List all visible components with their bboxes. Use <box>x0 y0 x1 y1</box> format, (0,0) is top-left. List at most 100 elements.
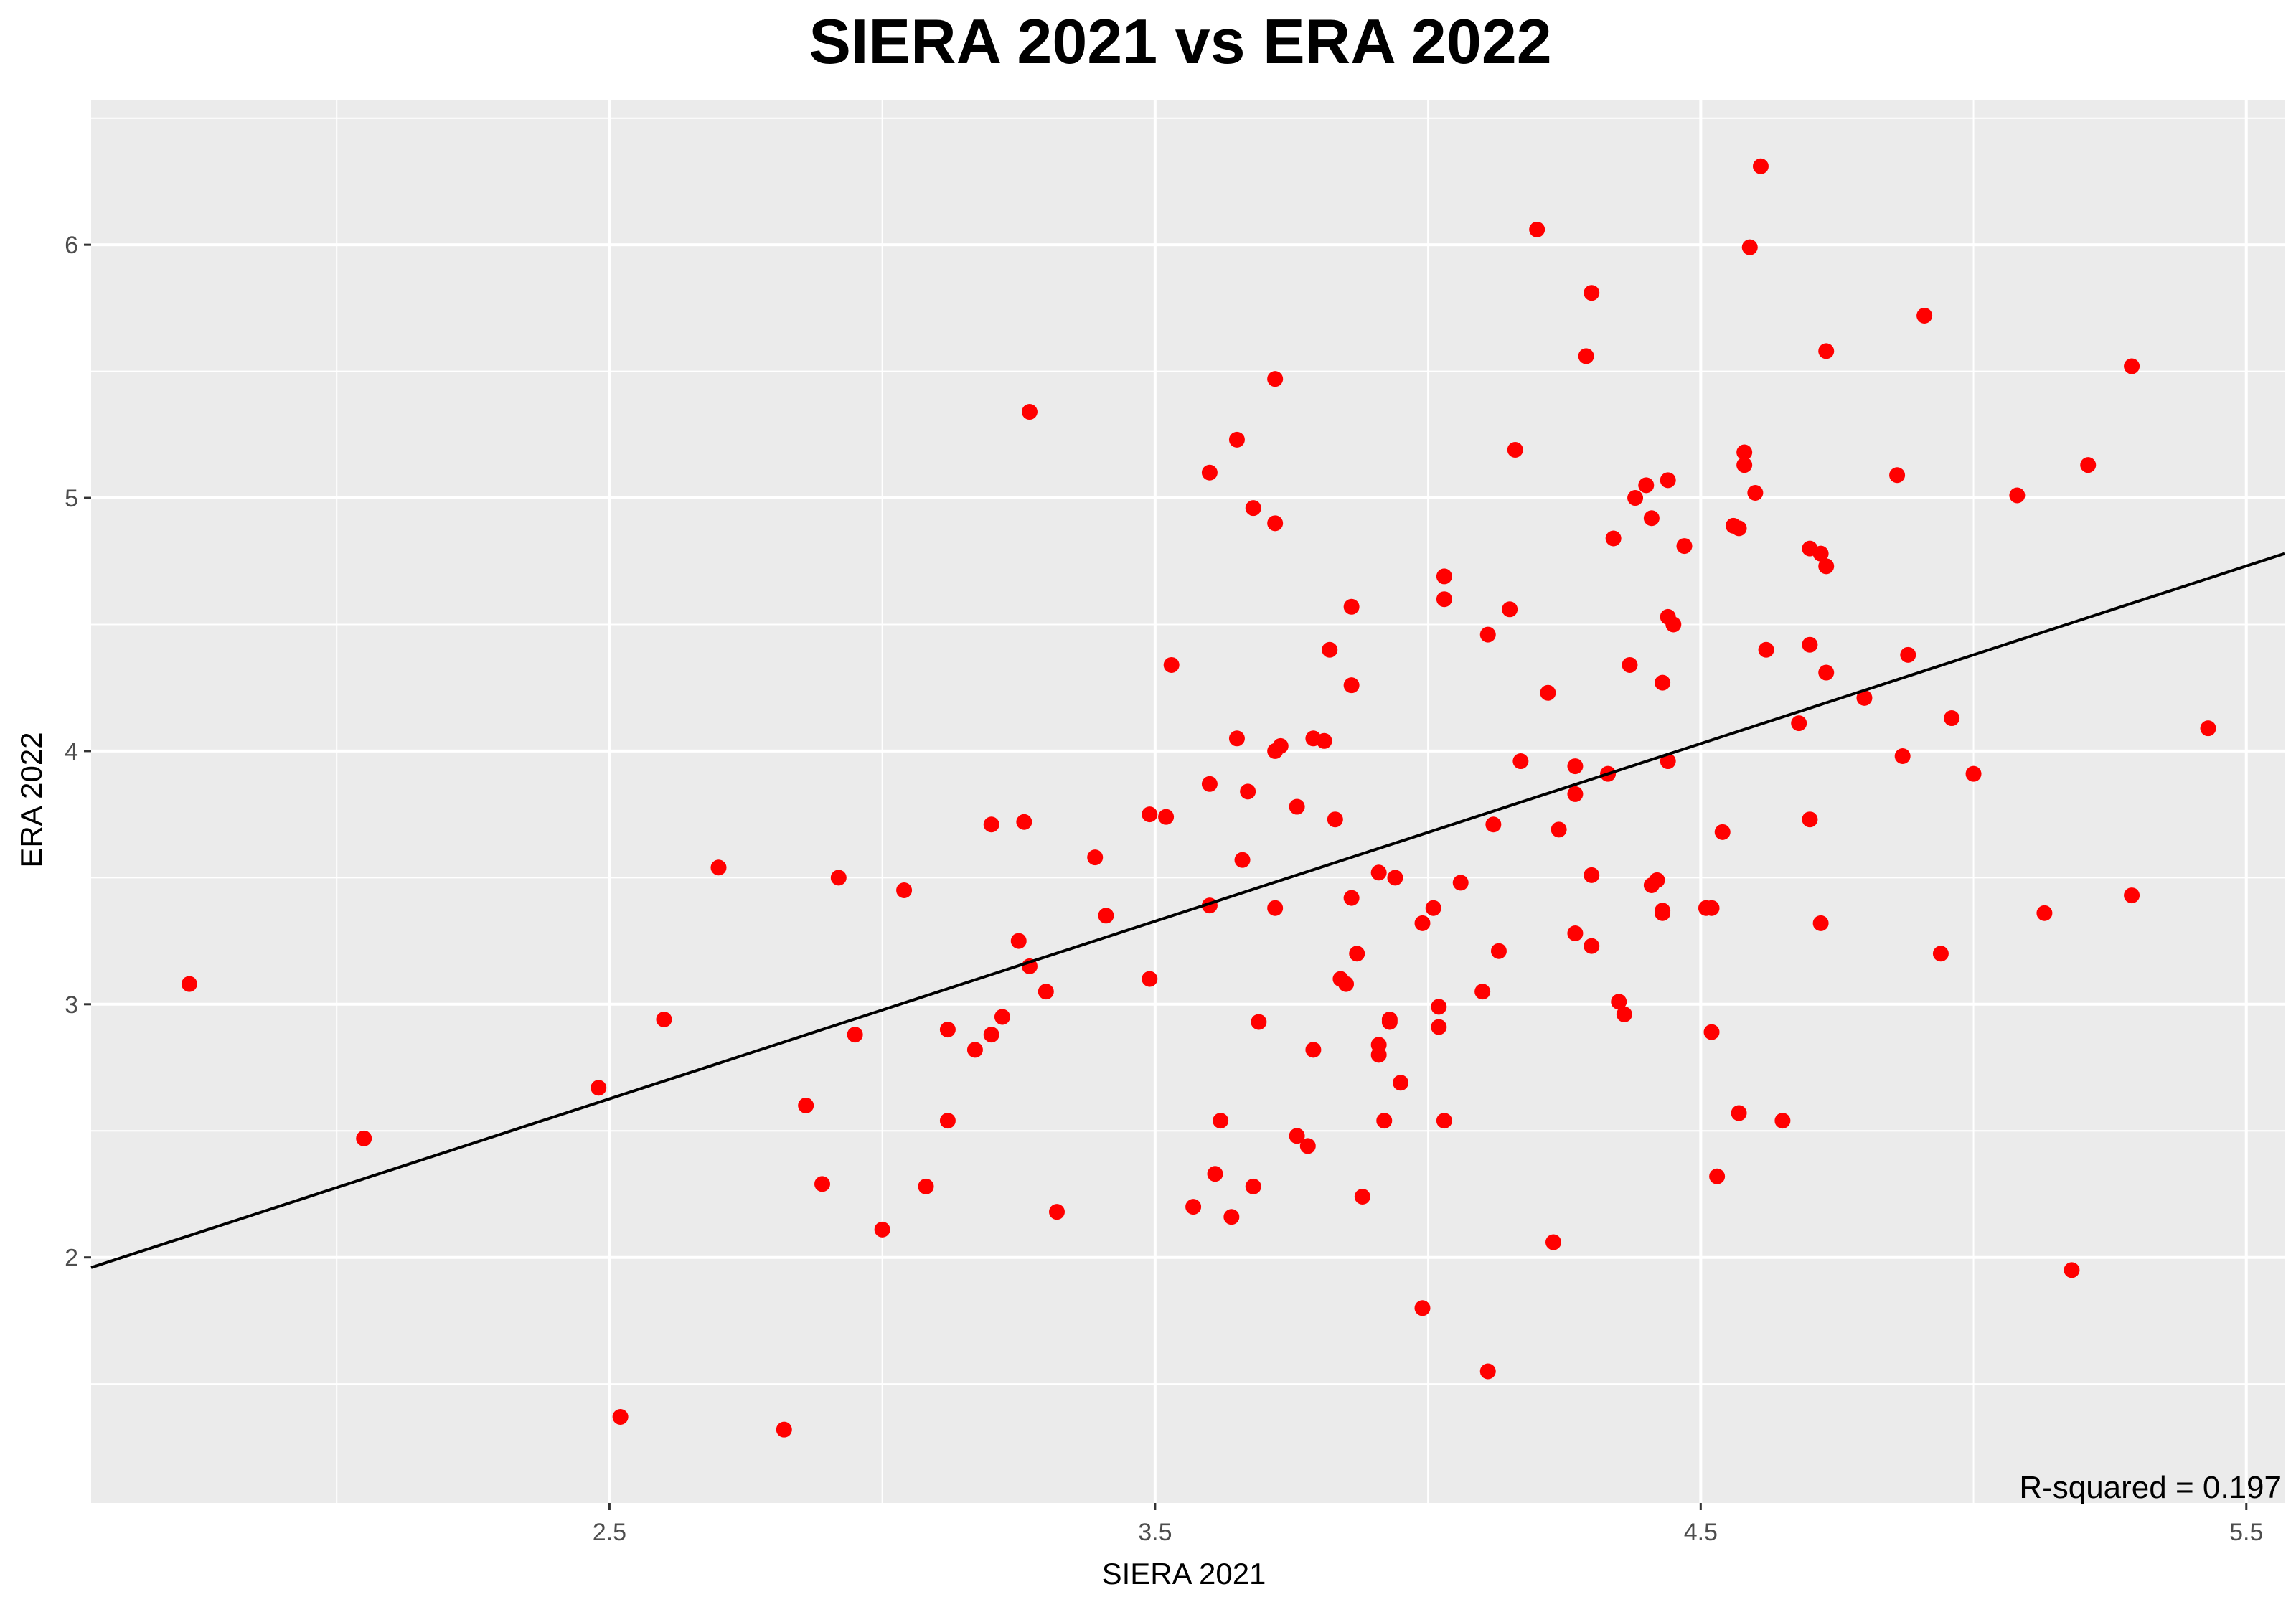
data-point <box>983 1027 999 1043</box>
data-point <box>1414 1300 1431 1316</box>
data-point <box>1370 864 1387 881</box>
data-point <box>1213 1113 1229 1129</box>
data-point <box>1305 1042 1322 1058</box>
data-points <box>181 158 2216 1438</box>
data-point <box>2036 905 2053 921</box>
data-point <box>1502 601 1518 618</box>
data-point <box>2080 457 2097 473</box>
data-point <box>1965 765 1982 782</box>
data-point <box>1267 371 1284 387</box>
data-point <box>1316 732 1332 749</box>
data-point <box>1223 1209 1240 1225</box>
data-point <box>1752 158 1769 174</box>
data-point <box>1714 824 1731 840</box>
data-point <box>1251 1014 1267 1030</box>
data-point <box>710 859 727 876</box>
data-point <box>1649 872 1665 888</box>
y-tick-label: 6 <box>65 232 78 259</box>
data-point <box>1916 307 1933 324</box>
data-point <box>1900 646 1916 663</box>
data-point <box>1431 999 1447 1015</box>
data-point <box>1490 943 1507 959</box>
data-point <box>1479 1363 1496 1380</box>
data-point <box>612 1409 629 1425</box>
data-point <box>1584 938 1600 954</box>
data-point <box>966 1042 983 1058</box>
data-point <box>983 816 999 833</box>
data-point <box>1818 343 1835 359</box>
data-point <box>1567 786 1584 802</box>
data-point <box>1660 753 1676 770</box>
data-point <box>1322 641 1338 658</box>
data-point <box>1228 431 1245 448</box>
data-point <box>2009 487 2026 504</box>
data-point <box>1376 1113 1393 1129</box>
data-point <box>1818 664 1835 681</box>
data-point <box>1343 890 1360 906</box>
data-point <box>1932 946 1949 962</box>
data-point <box>1584 867 1600 883</box>
data-point <box>1616 1006 1632 1022</box>
data-point <box>1529 221 1545 237</box>
data-point <box>830 870 847 886</box>
data-point <box>1299 1138 1316 1154</box>
data-point <box>1245 500 1261 517</box>
data-point <box>1436 591 1452 608</box>
data-point <box>847 1027 863 1043</box>
data-point <box>1507 441 1523 458</box>
y-axis-label: ERA 2022 <box>14 732 48 867</box>
data-point <box>1048 1204 1065 1220</box>
data-point <box>2124 358 2140 374</box>
data-point <box>896 882 913 899</box>
data-point <box>1540 684 1556 701</box>
x-axis-label: SIERA 2021 <box>1102 1557 1266 1590</box>
data-point <box>1758 641 1774 658</box>
data-point <box>1338 976 1355 992</box>
data-point <box>1452 875 1469 891</box>
data-point <box>1622 656 1638 673</box>
data-point <box>1474 984 1491 1000</box>
data-point <box>1889 467 1906 484</box>
data-point <box>1267 900 1284 916</box>
data-point <box>1414 915 1431 931</box>
data-point <box>814 1176 830 1192</box>
data-point <box>1818 558 1835 575</box>
data-point <box>1512 753 1529 770</box>
y-tick-label: 5 <box>65 485 78 512</box>
data-point <box>1207 1166 1223 1182</box>
data-point <box>1387 870 1403 886</box>
data-point <box>1272 737 1289 754</box>
data-point <box>1551 821 1567 838</box>
data-point <box>1703 900 1720 916</box>
data-point <box>1289 1128 1305 1144</box>
data-point <box>1021 404 1038 420</box>
data-point <box>1370 1047 1387 1063</box>
data-point <box>1567 925 1584 942</box>
data-point <box>1343 677 1360 694</box>
data-point <box>1731 520 1747 537</box>
trend-line <box>90 552 2285 1269</box>
data-point <box>1655 674 1671 691</box>
data-point <box>1802 636 1818 653</box>
data-point <box>591 1080 607 1096</box>
x-tick-label: 3.5 <box>1138 1519 1172 1546</box>
x-tick-label: 5.5 <box>2229 1519 2263 1546</box>
data-point <box>1802 811 1818 828</box>
data-point <box>1584 285 1600 301</box>
plot-panel <box>91 100 2285 1503</box>
data-point <box>1245 1178 1261 1194</box>
data-point <box>1431 1019 1447 1035</box>
data-point <box>918 1178 934 1194</box>
data-point <box>1185 1199 1202 1215</box>
data-point <box>1479 626 1496 643</box>
data-point <box>1545 1234 1561 1250</box>
data-point <box>1611 994 1627 1010</box>
data-point <box>1485 816 1502 833</box>
data-point <box>1010 933 1027 949</box>
data-point <box>1201 776 1218 792</box>
data-point <box>1436 568 1452 585</box>
data-point <box>1812 915 1829 931</box>
data-point <box>1098 908 1114 924</box>
data-point <box>1731 1105 1747 1121</box>
